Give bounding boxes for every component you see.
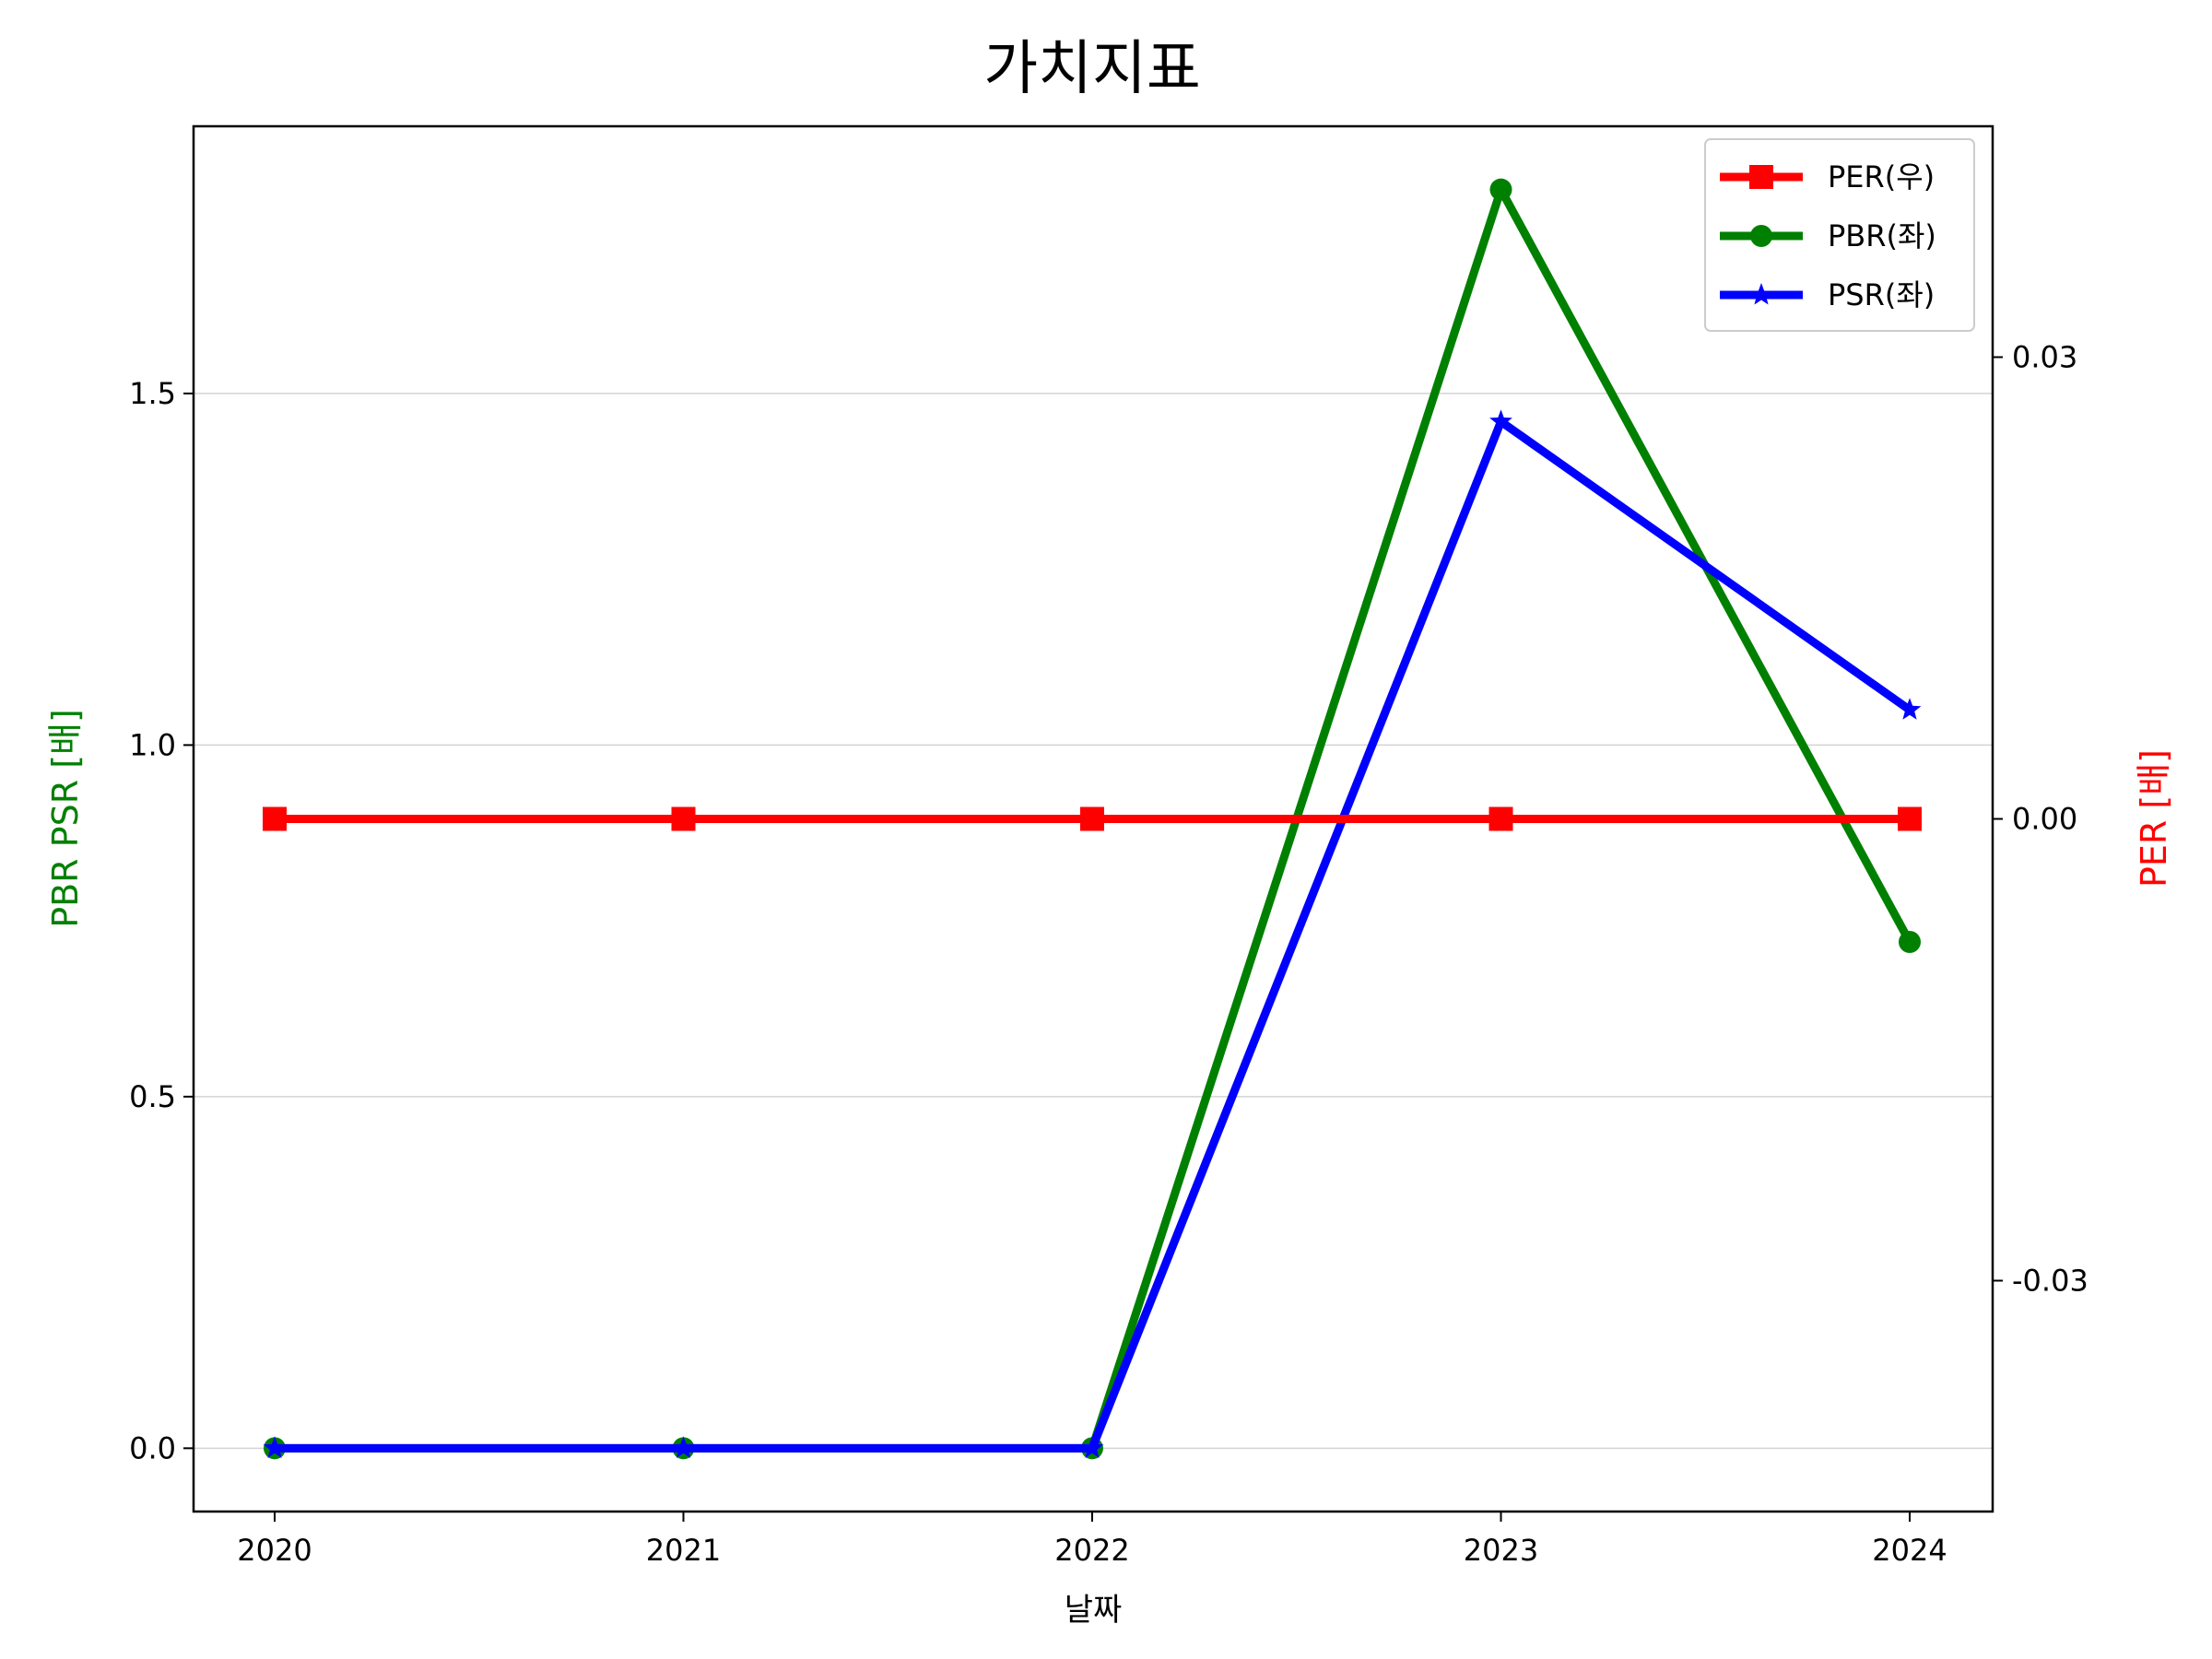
per-point [1080, 806, 1104, 831]
psr-point [1489, 409, 1512, 431]
x-axis: 2020 2021 2022 2023 2024 [237, 1512, 1947, 1568]
per-point [671, 806, 696, 831]
series-psr [263, 409, 1922, 1458]
y-left-tick-label: 1.5 [129, 376, 176, 411]
per-point [1898, 806, 1922, 831]
psr-line [270, 417, 1914, 1453]
y-axis-left-label: PBR PSR [배] [45, 709, 86, 928]
y-left-tick-label: 0.0 [129, 1430, 176, 1465]
y-right-tick-label: 0.00 [2012, 802, 2077, 837]
legend-swatch-marker [1750, 225, 1772, 247]
legend-swatch-marker [1749, 283, 1773, 305]
x-tick-label: 2024 [1872, 1533, 1947, 1568]
legend-label: PBR(좌) [1828, 218, 1936, 253]
y-axis-left: 0.0 0.5 1.0 1.5 [129, 376, 194, 1465]
y-axis-right: -0.03 0.00 0.03 [1993, 340, 2088, 1299]
y-left-tick-label: 0.5 [129, 1079, 176, 1114]
psr-point [1080, 1436, 1104, 1458]
legend-entry: PSR(좌) [1720, 277, 1935, 312]
grid-lines [194, 393, 1993, 1450]
legend-entry: PBR(좌) [1720, 218, 1936, 253]
series-per [263, 806, 1922, 831]
series-layer [263, 178, 1922, 1460]
y-axis-right-label: PER [배] [2134, 749, 2174, 888]
psr-point [263, 1436, 287, 1458]
x-tick-label: 2022 [1054, 1533, 1129, 1568]
y-right-tick-label: 0.03 [2012, 340, 2077, 375]
legend-label: PSR(좌) [1828, 277, 1935, 312]
x-tick-label: 2021 [646, 1533, 721, 1568]
legend-label: PER(우) [1828, 159, 1935, 194]
per-point [263, 806, 287, 831]
legend-entry: PER(우) [1720, 159, 1935, 194]
legend-swatch-marker [1749, 165, 1773, 189]
legend: PER(우) PBR(좌) PSR(좌) [1704, 138, 1975, 332]
psr-point [1898, 698, 1922, 720]
per-point [1488, 806, 1513, 831]
psr-point [672, 1436, 695, 1458]
pbr-point [1489, 178, 1512, 201]
chart-title: 가치지표 [983, 35, 1201, 103]
y-right-tick-label: -0.03 [2012, 1264, 2088, 1299]
pbr-point [1899, 931, 1921, 954]
x-tick-label: 2023 [1464, 1533, 1538, 1568]
x-axis-label: 날짜 [1065, 1592, 1123, 1629]
x-tick-label: 2020 [237, 1533, 312, 1568]
y-left-tick-label: 1.0 [129, 727, 176, 762]
